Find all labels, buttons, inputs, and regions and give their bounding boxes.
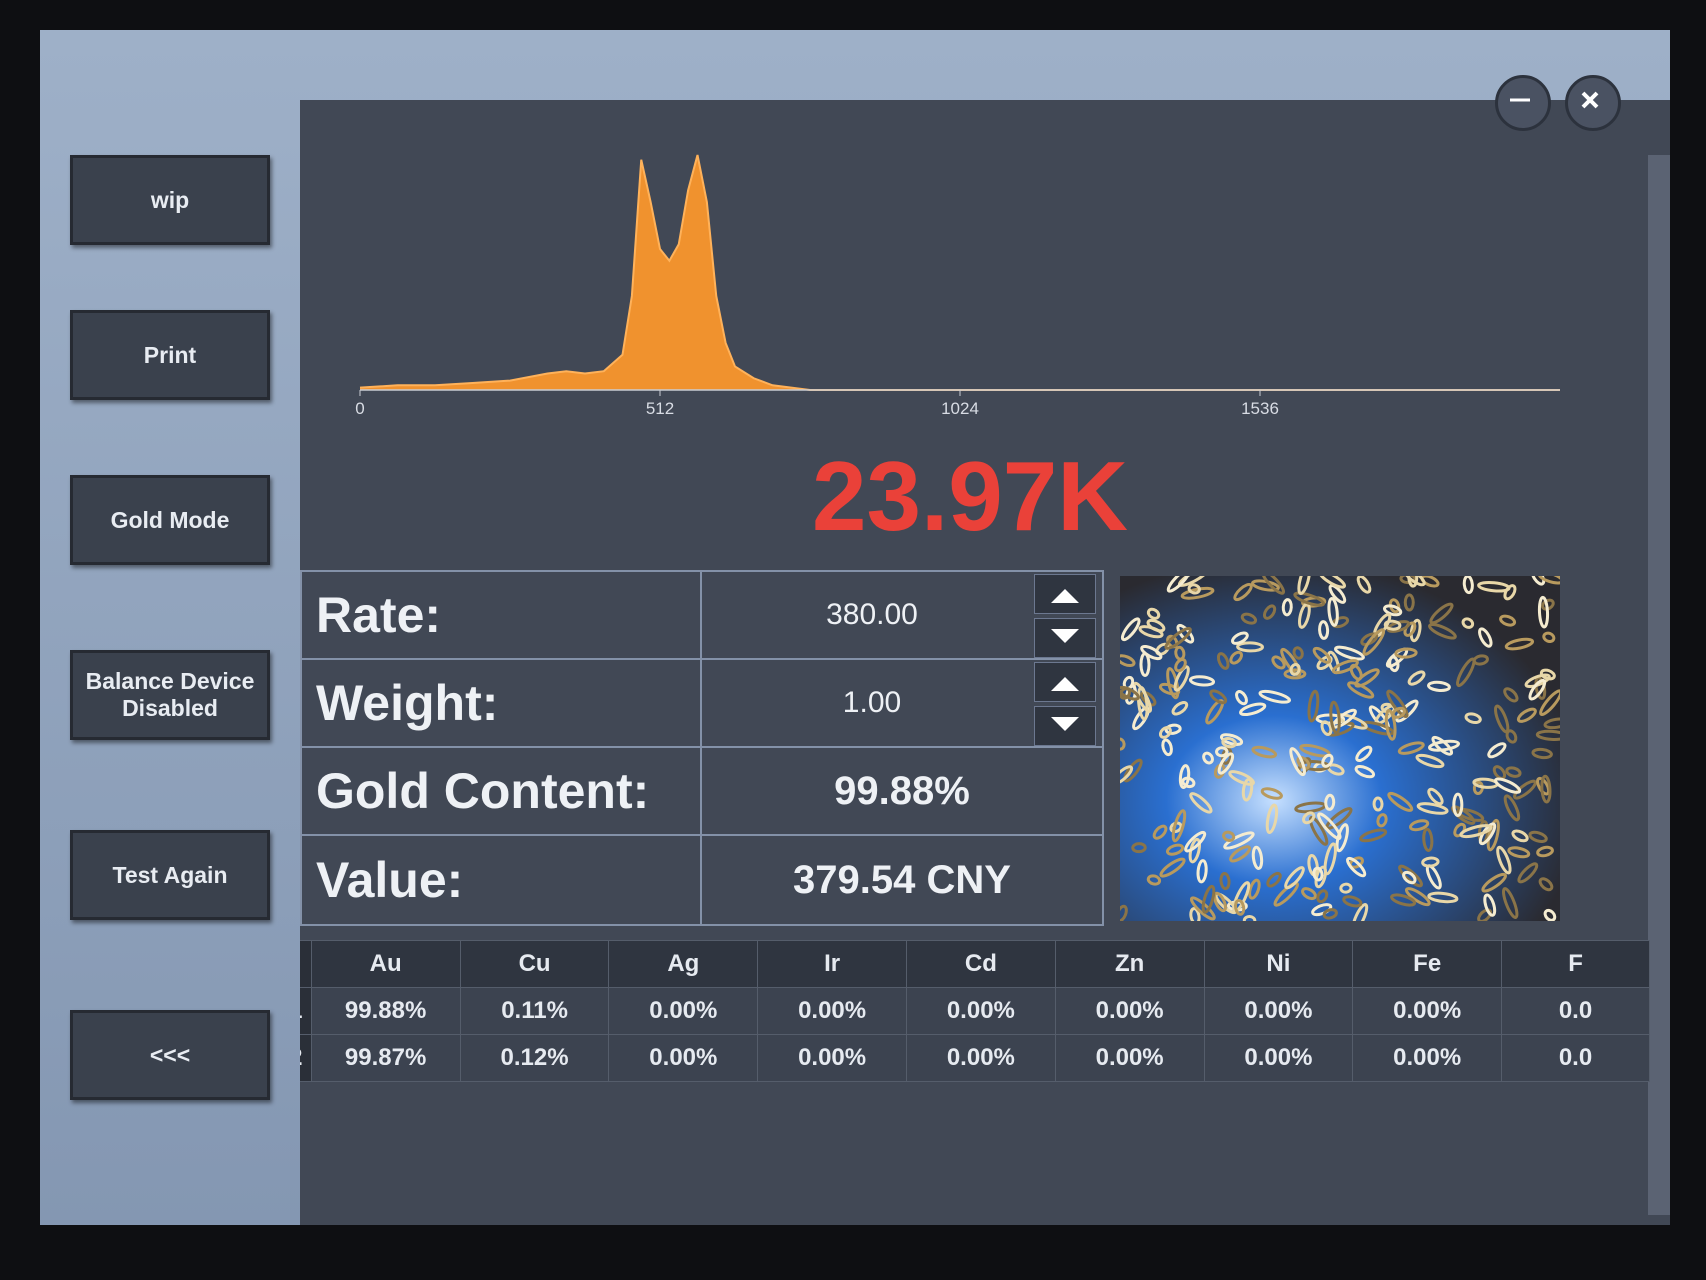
wip-button[interactable]: wip <box>70 155 270 245</box>
spectrum-area <box>360 155 1560 390</box>
scrollbar[interactable] <box>1648 155 1670 1215</box>
corner-cell <box>300 940 312 988</box>
gold-mode-button[interactable]: Gold Mode <box>70 475 270 565</box>
spin-up[interactable] <box>1034 662 1096 702</box>
print-button[interactable]: Print <box>70 310 270 400</box>
row-index: 2 <box>300 1034 312 1082</box>
element-header: Ni <box>1203 940 1354 988</box>
spectrum-chart: 0 512 1024 1536 <box>355 154 1560 418</box>
x-tick-label: 512 <box>646 399 674 418</box>
element-row: 199.88%0.11%0.00%0.00%0.00%0.00%0.00%0.0… <box>300 987 1650 1035</box>
minimize-button[interactable] <box>1495 75 1551 131</box>
element-header: Cd <box>905 940 1056 988</box>
x-tick-label: 1536 <box>1241 399 1279 418</box>
element-cell: 0.00% <box>905 1034 1056 1082</box>
element-header: F <box>1501 940 1650 988</box>
back-button[interactable]: <<< <box>70 1010 270 1100</box>
info-value: 1.00 <box>702 660 1102 746</box>
element-cell: 0.00% <box>1352 1034 1503 1082</box>
element-cell: 99.87% <box>310 1034 461 1082</box>
test-again-button[interactable]: Test Again <box>70 830 270 920</box>
element-cell: 0.00% <box>608 987 759 1035</box>
row-index: 1 <box>300 987 312 1035</box>
element-cell: 0.0 <box>1501 987 1650 1035</box>
sample-photo <box>1120 576 1560 921</box>
element-cell: 0.00% <box>1054 987 1205 1035</box>
element-header: Fe <box>1352 940 1503 988</box>
element-cell: 0.0 <box>1501 1034 1650 1082</box>
info-label: Value: <box>302 836 702 924</box>
spectrum-line <box>359 154 1560 391</box>
element-cell: 0.00% <box>1203 987 1354 1035</box>
info-row: Value: 379.54 CNY <box>302 836 1102 924</box>
spin-down[interactable] <box>1034 618 1096 658</box>
info-row: Gold Content: 99.88% <box>302 748 1102 836</box>
element-header: Ag <box>608 940 759 988</box>
close-button[interactable] <box>1565 75 1621 131</box>
element-cell: 0.00% <box>608 1034 759 1082</box>
result-value: 23.97K <box>811 441 1128 551</box>
element-cell: 0.12% <box>459 1034 610 1082</box>
element-cell: 0.00% <box>757 1034 907 1082</box>
x-tick-label: 0 <box>355 399 364 418</box>
element-row: 299.87%0.12%0.00%0.00%0.00%0.00%0.00%0.0… <box>300 1034 1650 1082</box>
info-label: Gold Content: <box>302 748 702 834</box>
info-row: Weight: 1.00 <box>302 660 1102 748</box>
spin-down[interactable] <box>1034 706 1096 746</box>
screen: wip Print Gold Mode Balance Device Disab… <box>40 30 1670 1225</box>
info-value: 380.00 <box>702 572 1102 658</box>
main-panel: 0 512 1024 1536 23.97K Rate: 380.00 Weight: 1.… <box>300 100 1670 1225</box>
header-row: Au Cu Ag Ir Cd Zn Ni Fe F <box>300 940 1650 988</box>
element-cell: 0.11% <box>459 987 610 1035</box>
balance-button[interactable]: Balance Device Disabled <box>70 650 270 740</box>
info-value: 379.54 CNY <box>793 857 1011 902</box>
element-table: AuCuAgIrCdZnNiFeF199.88%0.11%0.00%0.00%0… <box>300 940 1650 1082</box>
element-header: Au <box>310 940 461 988</box>
info-label: Rate: <box>302 572 702 658</box>
element-cell: 99.88% <box>310 987 461 1035</box>
element-cell: 0.00% <box>757 987 907 1035</box>
element-header: Ir <box>757 940 907 988</box>
element-cell: 0.00% <box>1352 987 1503 1035</box>
element-header: Zn <box>1054 940 1205 988</box>
info-label: Weight: <box>302 660 702 746</box>
info-row: Rate: 380.00 <box>302 572 1102 660</box>
element-cell: 0.00% <box>1203 1034 1354 1082</box>
element-header: Cu <box>459 940 610 988</box>
info-value: 99.88% <box>834 768 970 813</box>
element-cell: 0.00% <box>905 987 1056 1035</box>
x-tick-label: 1024 <box>941 399 979 418</box>
info-table: Rate: 380.00 Weight: 1.00 Gold Content: 99.88… <box>300 570 1104 926</box>
spin-up[interactable] <box>1034 574 1096 614</box>
element-cell: 0.00% <box>1054 1034 1205 1082</box>
